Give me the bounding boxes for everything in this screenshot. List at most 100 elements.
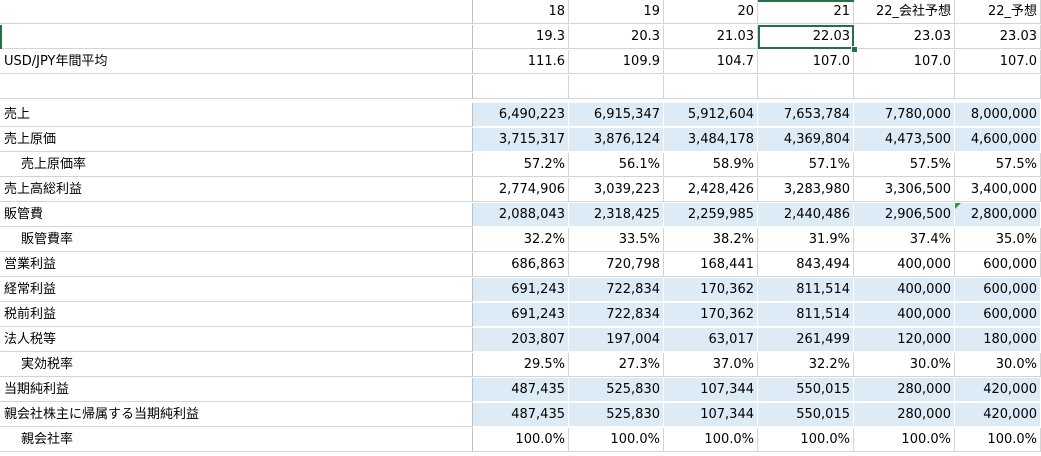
value-cell[interactable]: 400,000 (854, 278, 955, 302)
value-cell[interactable]: 100.0% (955, 428, 1041, 452)
value-cell[interactable]: 261,499 (758, 328, 854, 352)
value-cell[interactable]: 107,344 (664, 403, 758, 427)
period-cell[interactable]: 23.03 (955, 25, 1041, 49)
value-cell[interactable]: 180,000 (955, 328, 1041, 352)
value-cell[interactable]: 107,344 (664, 378, 758, 402)
value-cell[interactable]: 280,000 (854, 403, 955, 427)
row-label[interactable]: 売上高総利益 (0, 178, 473, 202)
period-cell[interactable]: 19.3 (473, 25, 569, 49)
fx-cell[interactable]: 107.0 (955, 50, 1041, 74)
value-cell[interactable]: 203,807 (473, 328, 569, 352)
value-cell[interactable]: 170,362 (664, 303, 758, 327)
year-header-label-cell[interactable] (0, 0, 473, 24)
row-label[interactable]: 当期純利益 (0, 378, 473, 402)
value-cell[interactable]: 811,514 (758, 278, 854, 302)
value-cell[interactable]: 280,000 (854, 378, 955, 402)
value-cell[interactable]: 487,435 (473, 378, 569, 402)
year-cell[interactable]: 20 (664, 0, 758, 24)
fx-cell[interactable]: 104.7 (664, 50, 758, 74)
value-cell[interactable]: 4,473,500 (854, 128, 955, 152)
value-cell[interactable]: 2,428,426 (664, 178, 758, 202)
row-label[interactable]: 販管費率 (0, 228, 473, 252)
value-cell[interactable]: 525,830 (569, 403, 664, 427)
period-cell[interactable]: 21.03 (664, 25, 758, 49)
value-cell[interactable]: 120,000 (854, 328, 955, 352)
value-cell[interactable]: 3,306,500 (854, 178, 955, 202)
value-cell[interactable]: 691,243 (473, 303, 569, 327)
empty-cell[interactable] (758, 75, 854, 99)
value-cell[interactable]: 2,259,985 (664, 203, 758, 227)
value-cell[interactable]: 2,800,000 (955, 203, 1041, 227)
value-cell[interactable]: 4,369,804 (758, 128, 854, 152)
value-cell[interactable]: 5,912,604 (664, 103, 758, 127)
row-label[interactable]: 親会社率 (0, 428, 473, 452)
row-label[interactable]: 親会社株主に帰属する当期純利益 (0, 403, 473, 427)
value-cell[interactable]: 600,000 (955, 303, 1041, 327)
fx-cell[interactable]: 109.9 (569, 50, 664, 74)
period-cell[interactable]: 20.3 (569, 25, 664, 49)
value-cell[interactable]: 37.0% (664, 353, 758, 377)
value-cell[interactable]: 168,441 (664, 253, 758, 277)
value-cell[interactable]: 30.0% (955, 353, 1041, 377)
value-cell[interactable]: 525,830 (569, 378, 664, 402)
value-cell[interactable]: 550,015 (758, 378, 854, 402)
value-cell[interactable]: 420,000 (955, 403, 1041, 427)
fill-handle[interactable] (851, 46, 858, 53)
value-cell[interactable]: 29.5% (473, 353, 569, 377)
row-label[interactable]: 売上原価率 (0, 153, 473, 177)
row-label[interactable]: 営業利益 (0, 253, 473, 277)
value-cell[interactable]: 56.1% (569, 153, 664, 177)
value-cell[interactable]: 32.2% (758, 353, 854, 377)
value-cell[interactable]: 691,243 (473, 278, 569, 302)
value-cell[interactable]: 33.5% (569, 228, 664, 252)
value-cell[interactable]: 2,440,486 (758, 203, 854, 227)
value-cell[interactable]: 2,906,500 (854, 203, 955, 227)
row-label[interactable]: 法人税等 (0, 328, 473, 352)
row-label[interactable]: 売上原価 (0, 128, 473, 152)
value-cell[interactable]: 3,484,178 (664, 128, 758, 152)
value-cell[interactable]: 2,774,906 (473, 178, 569, 202)
empty-cell[interactable] (0, 75, 473, 99)
value-cell[interactable]: 35.0% (955, 228, 1041, 252)
row-label[interactable]: 実効税率 (0, 353, 473, 377)
value-cell[interactable]: 600,000 (955, 253, 1041, 277)
value-cell[interactable]: 30.0% (854, 353, 955, 377)
value-cell[interactable]: 58.9% (664, 153, 758, 177)
year-cell[interactable]: 18 (473, 0, 569, 24)
value-cell[interactable]: 57.2% (473, 153, 569, 177)
value-cell[interactable]: 600,000 (955, 278, 1041, 302)
period-cell[interactable]: 23.03 (854, 25, 955, 49)
value-cell[interactable]: 722,834 (569, 303, 664, 327)
value-cell[interactable]: 100.0% (664, 428, 758, 452)
row-label[interactable]: 経常利益 (0, 278, 473, 302)
year-cell[interactable]: 19 (569, 0, 664, 24)
fx-label[interactable]: USD/JPY年間平均 (0, 50, 473, 74)
value-cell[interactable]: 3,715,317 (473, 128, 569, 152)
value-cell[interactable]: 38.2% (664, 228, 758, 252)
value-cell[interactable]: 7,653,784 (758, 103, 854, 127)
value-cell[interactable]: 811,514 (758, 303, 854, 327)
empty-cell[interactable] (569, 75, 664, 99)
row-label[interactable]: 税前利益 (0, 303, 473, 327)
value-cell[interactable]: 550,015 (758, 403, 854, 427)
value-cell[interactable]: 57.5% (854, 153, 955, 177)
period-header-label-cell[interactable] (0, 25, 473, 49)
value-cell[interactable]: 100.0% (473, 428, 569, 452)
row-label[interactable]: 販管費 (0, 203, 473, 227)
value-cell[interactable]: 686,863 (473, 253, 569, 277)
value-cell[interactable]: 170,362 (664, 278, 758, 302)
selected-cell[interactable]: 22.03 (758, 25, 854, 49)
empty-cell[interactable] (473, 75, 569, 99)
value-cell[interactable]: 6,915,347 (569, 103, 664, 127)
value-cell[interactable]: 7,780,000 (854, 103, 955, 127)
row-label[interactable]: 売上 (0, 103, 473, 127)
value-cell[interactable]: 31.9% (758, 228, 854, 252)
empty-cell[interactable] (664, 75, 758, 99)
year-cell[interactable]: 22_予想 (955, 0, 1041, 24)
value-cell[interactable]: 3,283,980 (758, 178, 854, 202)
value-cell[interactable]: 27.3% (569, 353, 664, 377)
value-cell[interactable]: 420,000 (955, 378, 1041, 402)
value-cell[interactable]: 843,494 (758, 253, 854, 277)
value-cell[interactable]: 720,798 (569, 253, 664, 277)
value-cell[interactable]: 6,490,223 (473, 103, 569, 127)
